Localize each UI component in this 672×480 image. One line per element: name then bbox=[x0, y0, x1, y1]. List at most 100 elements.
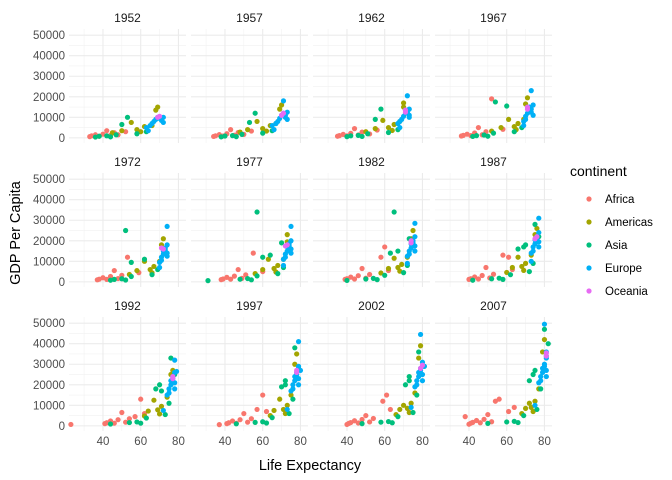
data-point-oceania bbox=[156, 113, 163, 119]
x-tick-label: 40 bbox=[219, 436, 232, 448]
data-point-americas bbox=[282, 410, 288, 417]
y-axis-title: GDP Per Capita bbox=[8, 180, 24, 285]
data-point-americas bbox=[505, 116, 512, 122]
data-point-africa bbox=[351, 276, 358, 282]
data-point-asia bbox=[123, 277, 129, 283]
facet-panel-2002: 2002 40 60 80 bbox=[313, 299, 430, 448]
data-point-europe bbox=[288, 246, 294, 252]
data-point-asia bbox=[521, 244, 527, 250]
data-point-americas bbox=[522, 405, 529, 412]
data-point-africa bbox=[334, 133, 341, 139]
facet-strip-label: 1952 bbox=[114, 11, 141, 25]
data-point-africa bbox=[359, 416, 365, 423]
data-point-africa bbox=[104, 128, 110, 134]
data-point-europe bbox=[543, 373, 549, 380]
data-point-africa bbox=[211, 133, 217, 140]
x-tick-label: 60 bbox=[134, 436, 147, 448]
data-point-africa bbox=[479, 272, 485, 279]
facet-strip-label: 2002 bbox=[358, 299, 385, 313]
data-point-americas bbox=[417, 343, 424, 349]
data-point-europe bbox=[164, 242, 170, 248]
data-point-africa bbox=[107, 273, 114, 280]
data-point-americas bbox=[521, 267, 527, 273]
data-point-europe bbox=[295, 382, 302, 388]
x-tick-label: 60 bbox=[378, 436, 391, 448]
data-point-africa bbox=[263, 408, 270, 415]
y-tick-label: 0 bbox=[59, 277, 65, 289]
data-point-asia bbox=[507, 272, 514, 278]
data-point-americas bbox=[504, 269, 510, 276]
data-point-americas bbox=[277, 396, 283, 402]
facet-panel-1977: 1977 bbox=[191, 155, 308, 287]
x-axis-title: Life Expectancy bbox=[259, 458, 362, 474]
data-point-asia bbox=[260, 130, 266, 136]
data-point-asia bbox=[365, 131, 371, 137]
data-point-europe bbox=[414, 382, 420, 388]
data-point-africa bbox=[102, 421, 108, 427]
data-point-africa bbox=[462, 414, 468, 420]
data-point-europe bbox=[541, 321, 548, 327]
data-point-asia bbox=[470, 133, 476, 140]
data-point-europe bbox=[288, 223, 294, 230]
data-point-africa bbox=[481, 416, 487, 422]
data-point-asia bbox=[149, 272, 155, 278]
legend-key-oceania bbox=[586, 288, 592, 294]
data-point-asia bbox=[344, 277, 350, 284]
y-tick-label: 30000 bbox=[33, 359, 65, 371]
data-point-asia bbox=[385, 129, 392, 136]
legend-label-oceania: Oceania bbox=[605, 286, 648, 298]
data-point-americas bbox=[155, 407, 161, 413]
data-point-americas bbox=[155, 104, 161, 110]
data-point-asia bbox=[359, 133, 365, 140]
data-point-africa bbox=[216, 422, 222, 428]
data-point-asia bbox=[410, 409, 416, 416]
x-tick-label: 40 bbox=[341, 436, 354, 448]
data-point-europe bbox=[521, 122, 527, 129]
data-point-asia bbox=[290, 396, 296, 402]
data-point-asia bbox=[278, 384, 285, 390]
data-point-africa bbox=[126, 416, 132, 422]
data-point-africa bbox=[245, 419, 251, 425]
data-point-oceania bbox=[402, 107, 409, 113]
data-point-americas bbox=[128, 119, 134, 126]
data-point-europe bbox=[295, 339, 302, 345]
data-point-africa bbox=[260, 392, 266, 398]
data-point-africa bbox=[468, 420, 474, 426]
data-point-americas bbox=[265, 256, 271, 262]
data-point-asia bbox=[107, 421, 114, 427]
y-tick-label: 20000 bbox=[33, 380, 65, 392]
data-point-americas bbox=[271, 407, 277, 414]
data-point-americas bbox=[260, 126, 266, 132]
facet-panel-1972: 1972 0 10000 20000 30000 40000 50000 bbox=[33, 155, 186, 289]
data-point-americas bbox=[284, 232, 290, 238]
data-point-asia bbox=[406, 373, 412, 380]
y-tick-label: 50000 bbox=[33, 174, 65, 186]
data-point-africa bbox=[119, 409, 125, 416]
data-point-asia bbox=[389, 420, 395, 426]
data-point-asia bbox=[492, 99, 498, 105]
data-point-europe bbox=[538, 373, 544, 380]
data-point-asia bbox=[233, 421, 239, 427]
data-point-asia bbox=[532, 367, 538, 374]
data-point-europe bbox=[164, 253, 170, 259]
y-tick-label: 20000 bbox=[33, 92, 65, 104]
x-tick-label: 60 bbox=[500, 436, 513, 448]
y-tick-label: 0 bbox=[59, 421, 65, 433]
data-point-africa bbox=[387, 406, 393, 413]
data-point-europe bbox=[172, 386, 178, 392]
data-point-asia bbox=[141, 256, 148, 262]
data-point-africa bbox=[224, 421, 230, 427]
data-point-asia bbox=[374, 277, 380, 283]
data-point-americas bbox=[534, 225, 540, 232]
data-point-americas bbox=[245, 127, 251, 133]
legend-label-asia: Asia bbox=[605, 240, 628, 252]
data-point-oceania bbox=[408, 238, 414, 244]
data-point-africa bbox=[505, 254, 512, 260]
data-point-africa bbox=[351, 126, 358, 132]
data-point-asia bbox=[107, 277, 114, 283]
data-point-africa bbox=[124, 254, 131, 260]
data-point-asia bbox=[292, 345, 298, 351]
facet-panel-1962: 1962 bbox=[313, 11, 430, 143]
data-point-asia bbox=[286, 410, 292, 417]
